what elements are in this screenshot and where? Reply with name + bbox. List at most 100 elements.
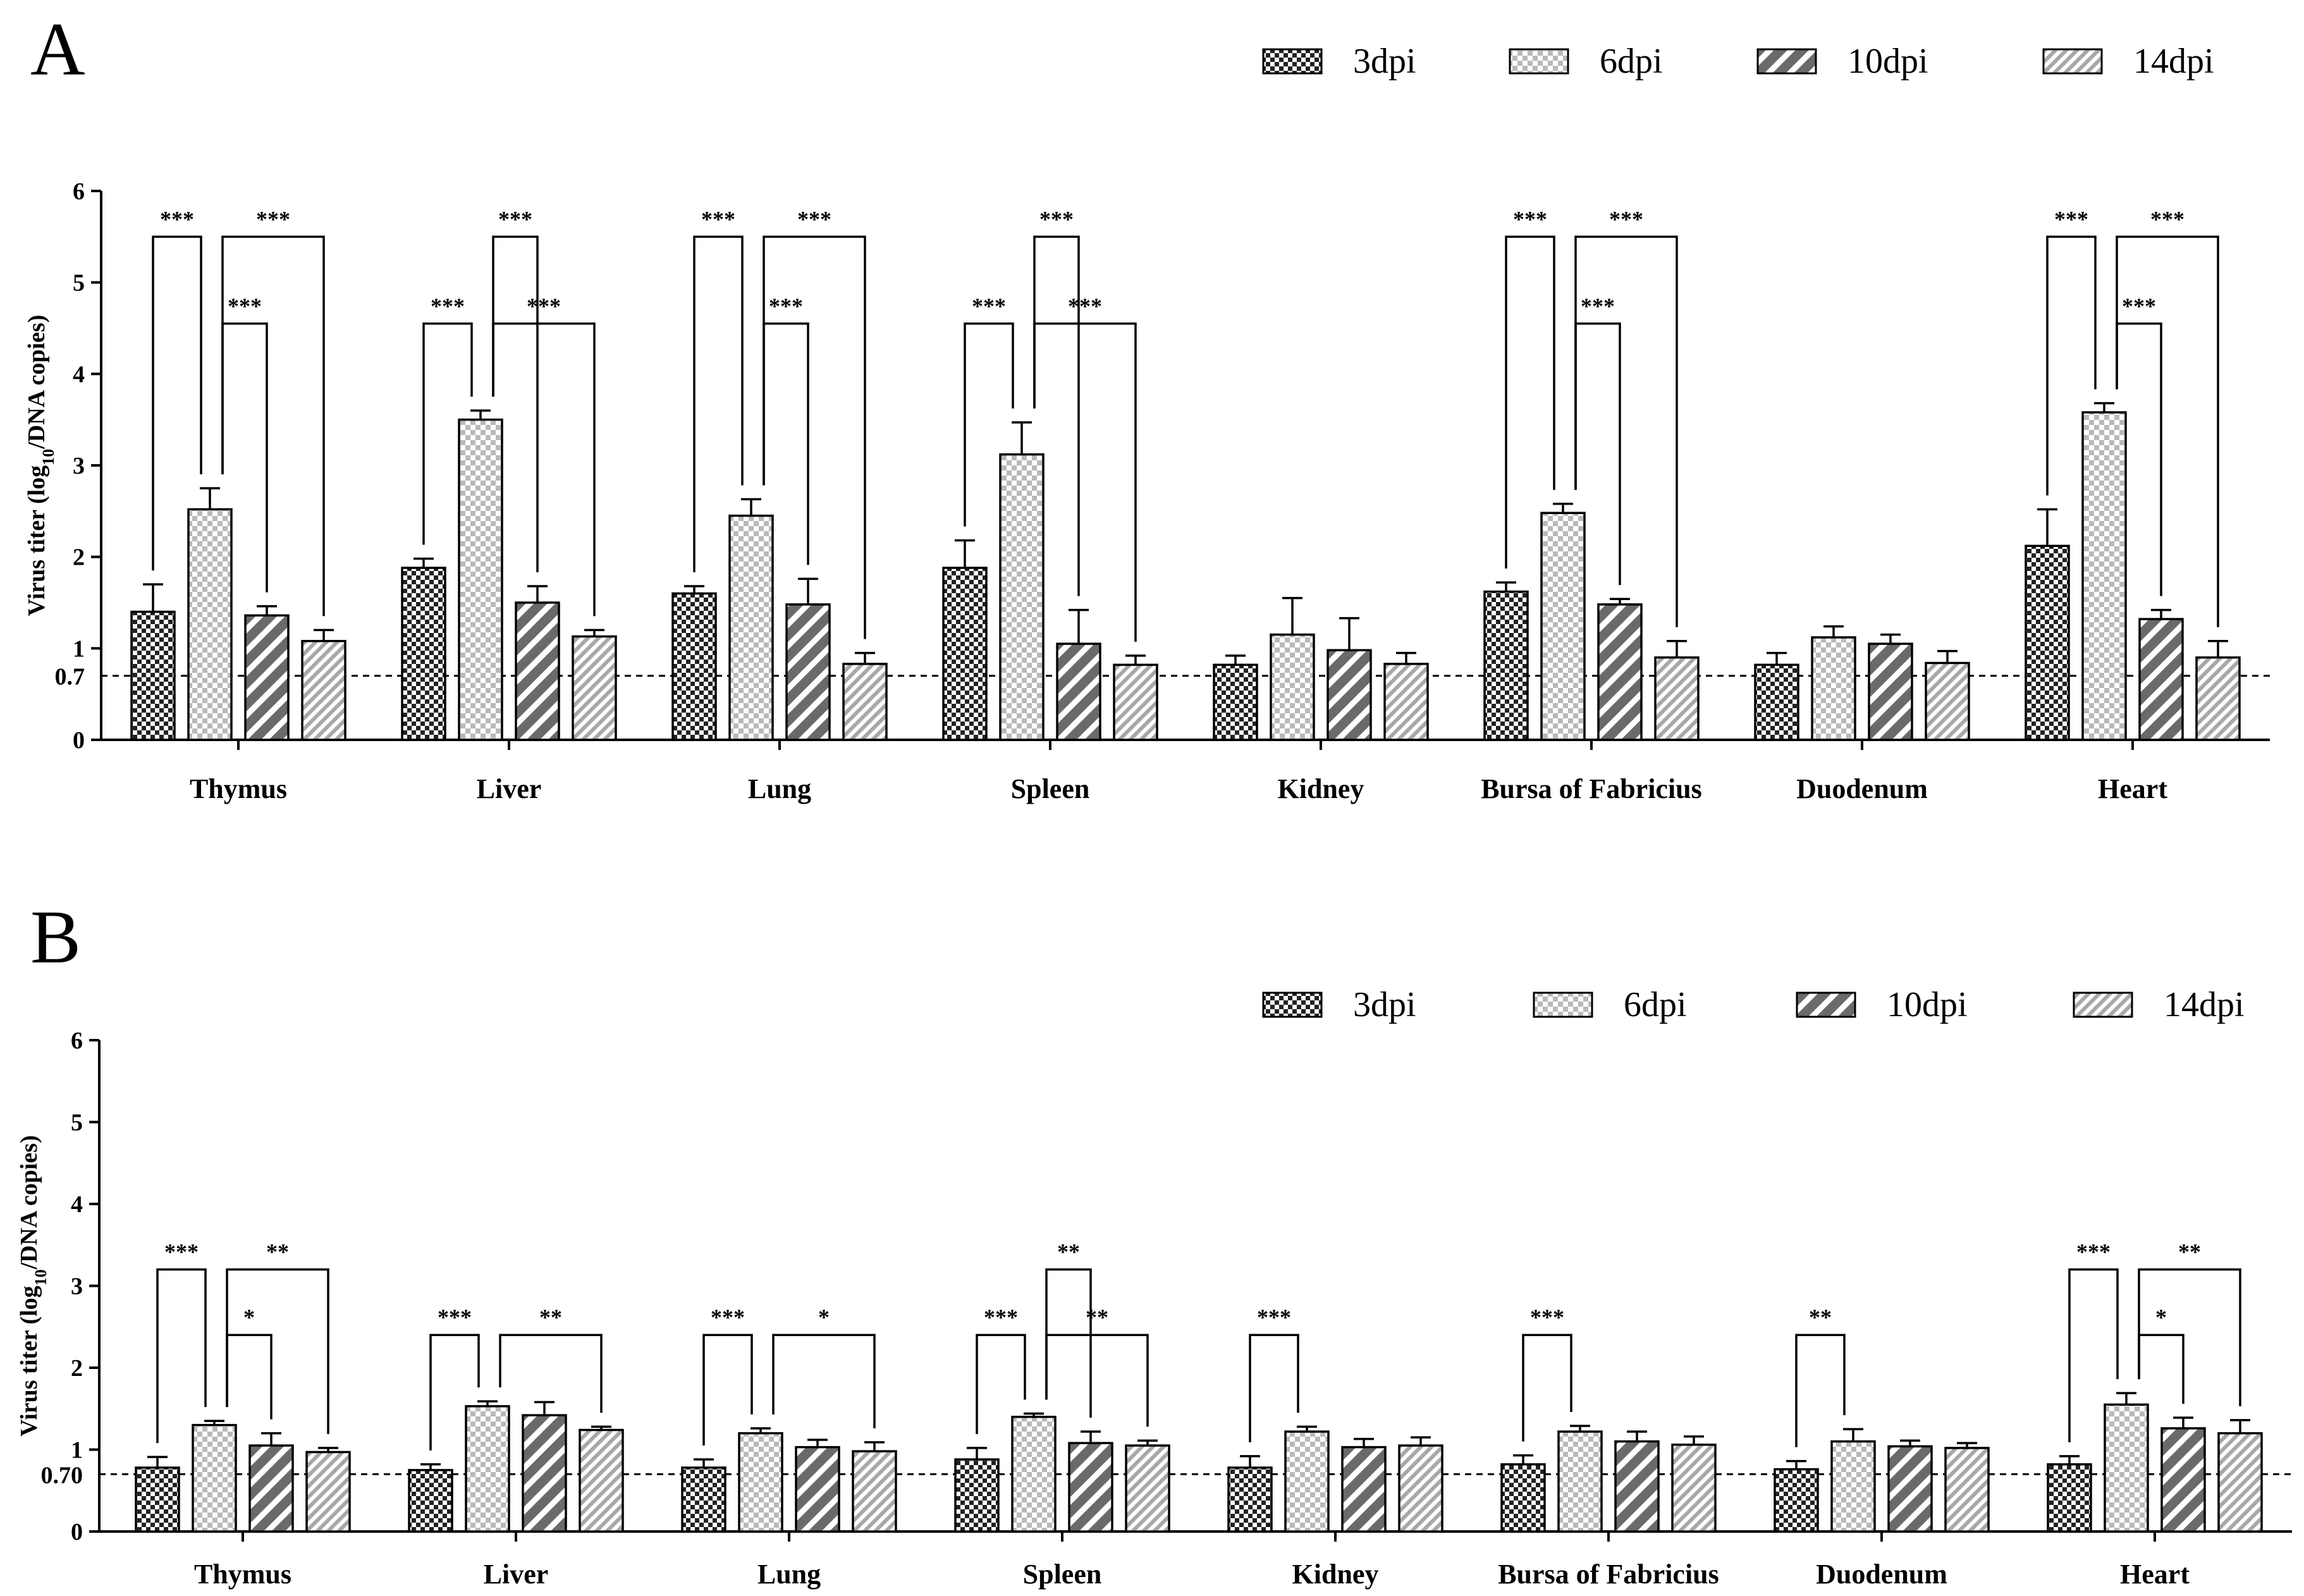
significance-label: *** (438, 1304, 472, 1330)
bar-duodenum-14dpi (1944, 1447, 1990, 1533)
bar-bursa-of-fabricius-14dpi (1671, 1443, 1717, 1533)
category-label: Duodenum (1796, 773, 1928, 804)
significance-label: * (2155, 1304, 2167, 1330)
bar-liver-10dpi (515, 601, 560, 741)
bar-lung-10dpi (795, 1446, 840, 1533)
significance-label: ** (1086, 1304, 1108, 1330)
significance-label: *** (2054, 206, 2088, 231)
bar-liver-6dpi (458, 418, 503, 741)
bar-thymus-10dpi (248, 1444, 294, 1533)
bar-heart-6dpi (2081, 411, 2127, 741)
bar-kidney-3dpi (1227, 1466, 1273, 1533)
bar-thymus-3dpi (135, 1466, 180, 1533)
significance-label: * (243, 1304, 255, 1330)
y-tick-label: 5 (71, 1110, 83, 1136)
category-label: Thymus (194, 1559, 291, 1590)
significance-bracket (2116, 235, 2219, 627)
significance-label: ** (539, 1304, 562, 1330)
significance-label: *** (769, 293, 803, 319)
significance-bracket (2116, 322, 2162, 596)
category-label: Spleen (1011, 773, 1090, 804)
bar-thymus-3dpi (130, 610, 176, 741)
y-tick-label: 0 (71, 1519, 83, 1545)
significance-label: *** (984, 1304, 1018, 1330)
legend-label-14dpi: 14dpi (2133, 42, 2214, 81)
bar-duodenum-3dpi (1754, 663, 1799, 741)
significance-label: *** (797, 206, 831, 231)
bar-lung-10dpi (785, 603, 831, 741)
legend-label-10dpi: 10dpi (1847, 42, 1928, 81)
significance-bracket (1249, 1334, 1299, 1442)
y-axis-label: Virus titer (log10/DNA copies) (16, 1135, 50, 1437)
y-tick-label: 3 (71, 1274, 83, 1300)
significance-bracket (2138, 1334, 2185, 1404)
bar-liver-6dpi (465, 1405, 510, 1533)
category-label: Heart (2098, 773, 2167, 804)
y-tick-label: 5 (73, 270, 85, 297)
y-tick-label: 1 (71, 1437, 83, 1464)
significance-bracket (492, 322, 596, 617)
significance-label: *** (2122, 293, 2156, 319)
significance-label: *** (164, 1239, 199, 1265)
significance-label: *** (1039, 206, 1074, 231)
bar-heart-3dpi (2047, 1463, 2092, 1533)
y-axis-label-sub: 10 (39, 449, 58, 465)
significance-label: *** (701, 206, 735, 231)
panel-b-letter: B (30, 895, 81, 979)
bar-spleen-6dpi (1011, 1415, 1057, 1533)
bar-bursa-of-fabricius-6dpi (1557, 1430, 1603, 1533)
bar-heart-10dpi (2138, 618, 2184, 741)
bar-heart-10dpi (2160, 1427, 2206, 1533)
significance-bracket (693, 235, 744, 572)
bar-liver-14dpi (579, 1428, 624, 1533)
significance-bracket (429, 1334, 480, 1451)
bar-kidney-10dpi (1327, 649, 1372, 741)
legend-swatch-10dpi (1796, 991, 1856, 1018)
bar-heart-14dpi (2195, 656, 2241, 741)
significance-bracket (422, 322, 473, 545)
bar-liver-14dpi (572, 635, 617, 741)
panel-a-plot: 0 1 2 3 4 5 6 0.7 Virus titer (log10/DNA copies)… (23, 178, 2270, 804)
significance-bracket (1045, 1268, 1092, 1418)
legend-label-6dpi: 6dpi (1600, 42, 1663, 81)
bar-lung-6dpi (728, 514, 774, 741)
significance-bracket (763, 322, 809, 565)
significance-label: *** (711, 1304, 745, 1330)
bar-kidney-6dpi (1270, 633, 1315, 741)
category-label: Kidney (1292, 1559, 1379, 1590)
y-tick-label: 2 (73, 544, 85, 571)
y-axis-label-main: Virus titer (log (16, 1286, 42, 1437)
bar-lung-6dpi (738, 1432, 783, 1533)
bar-duodenum-6dpi (1830, 1440, 1876, 1533)
panel-a-letter: A (30, 7, 85, 91)
y-axis-label-main: Virus titer (log (23, 465, 50, 617)
y-tick-label: 4 (71, 1191, 83, 1218)
bar-lung-14dpi (842, 663, 888, 741)
category-label: Lung (757, 1559, 821, 1590)
significance-label: *** (160, 206, 194, 231)
bar-spleen-6dpi (999, 453, 1045, 741)
bar-bursa-of-fabricius-10dpi (1614, 1440, 1660, 1533)
bar-lung-3dpi (681, 1466, 726, 1533)
y-tick-label: 0 (73, 727, 85, 754)
bar-thymus-14dpi (301, 640, 346, 741)
significance-bracket (499, 1334, 603, 1413)
y-tick-label: 2 (71, 1355, 83, 1382)
y-tick-label: 4 (73, 361, 85, 388)
y-axis-label-sub: 10 (32, 1269, 50, 1286)
significance-bracket (492, 235, 539, 572)
panel-a: A 3dpi 6dpi 10dpi 14dpi 0 1 2 3 4 5 6 0.7 Virus tit… (23, 7, 2270, 804)
legend-label-6dpi: 6dpi (1624, 985, 1687, 1024)
bar-spleen-10dpi (1056, 642, 1101, 741)
legend-label-3dpi: 3dpi (1353, 985, 1416, 1024)
significance-label: *** (1581, 293, 1615, 319)
bar-duodenum-6dpi (1811, 636, 1856, 741)
y-tick-label: 6 (73, 178, 85, 205)
significance-bracket (1505, 235, 1555, 569)
bar-spleen-3dpi (942, 567, 988, 741)
bar-heart-6dpi (2104, 1403, 2149, 1533)
bar-thymus-6dpi (187, 508, 233, 741)
legend-swatch-3dpi (1262, 991, 1323, 1018)
significance-label: *** (527, 293, 561, 319)
legend-swatch-6dpi (1509, 48, 1569, 75)
